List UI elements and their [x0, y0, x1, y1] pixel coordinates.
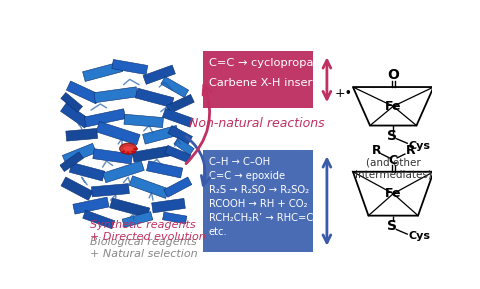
FancyBboxPatch shape — [164, 177, 192, 197]
Text: Synthetic reagents
+ Directed evolution: Synthetic reagents + Directed evolution — [90, 220, 205, 242]
Text: RCOOH → RH + CO₂: RCOOH → RH + CO₂ — [209, 199, 307, 209]
FancyBboxPatch shape — [62, 143, 96, 165]
Ellipse shape — [120, 143, 137, 154]
FancyBboxPatch shape — [146, 161, 183, 178]
Ellipse shape — [123, 146, 133, 152]
Text: Non-natural reactions: Non-natural reactions — [189, 117, 325, 130]
FancyBboxPatch shape — [93, 149, 132, 164]
Text: C–H → C–OH: C–H → C–OH — [209, 157, 270, 167]
FancyBboxPatch shape — [110, 198, 150, 218]
FancyBboxPatch shape — [132, 146, 171, 162]
FancyBboxPatch shape — [61, 92, 83, 112]
FancyBboxPatch shape — [165, 145, 191, 163]
FancyBboxPatch shape — [162, 108, 193, 127]
FancyBboxPatch shape — [135, 88, 174, 108]
FancyBboxPatch shape — [161, 77, 189, 97]
FancyBboxPatch shape — [91, 184, 129, 197]
FancyBboxPatch shape — [66, 128, 97, 141]
Text: Biological reagents
+ Natural selection: Biological reagents + Natural selection — [90, 237, 197, 259]
Text: R: R — [372, 144, 381, 158]
Text: RCH₂CH₂R’ → RHC=CHR’: RCH₂CH₂R’ → RHC=CHR’ — [209, 213, 330, 223]
FancyBboxPatch shape — [94, 87, 138, 103]
Text: Carbene X-H insertions: Carbene X-H insertions — [209, 78, 340, 88]
Bar — [203, 51, 313, 108]
FancyBboxPatch shape — [60, 152, 84, 171]
FancyBboxPatch shape — [129, 176, 169, 199]
Text: R₂S → R₂SO → R₂SO₂: R₂S → R₂SO → R₂SO₂ — [209, 185, 309, 195]
FancyBboxPatch shape — [166, 95, 194, 114]
FancyBboxPatch shape — [103, 161, 144, 183]
Text: (and other
intermediates): (and other intermediates) — [355, 158, 432, 179]
Text: O: O — [387, 68, 399, 82]
FancyBboxPatch shape — [60, 103, 90, 128]
Text: C=C → cyclopropanes: C=C → cyclopropanes — [209, 58, 333, 68]
FancyBboxPatch shape — [96, 122, 140, 145]
Text: C: C — [389, 154, 398, 167]
Text: Cys: Cys — [409, 140, 431, 151]
Text: Fe: Fe — [385, 100, 401, 113]
FancyBboxPatch shape — [61, 177, 93, 200]
FancyBboxPatch shape — [112, 60, 148, 75]
FancyBboxPatch shape — [124, 114, 164, 127]
Bar — [203, 150, 313, 252]
Bar — [60, 35, 196, 257]
FancyBboxPatch shape — [73, 197, 109, 214]
FancyBboxPatch shape — [163, 212, 187, 224]
Text: S: S — [387, 129, 396, 143]
FancyBboxPatch shape — [122, 212, 153, 227]
FancyBboxPatch shape — [174, 138, 194, 155]
FancyBboxPatch shape — [83, 62, 123, 81]
FancyBboxPatch shape — [66, 81, 100, 104]
FancyBboxPatch shape — [84, 109, 126, 127]
Text: S: S — [387, 219, 396, 234]
Text: Fe: Fe — [385, 187, 401, 200]
FancyBboxPatch shape — [83, 210, 115, 229]
Text: C=C → epoxide: C=C → epoxide — [209, 171, 285, 181]
Text: R: R — [406, 144, 415, 158]
FancyBboxPatch shape — [143, 125, 179, 144]
Text: etc.: etc. — [209, 227, 228, 237]
FancyBboxPatch shape — [152, 199, 185, 213]
FancyBboxPatch shape — [168, 126, 192, 144]
Text: +•: +• — [335, 87, 353, 100]
Text: Cys: Cys — [409, 231, 431, 241]
FancyBboxPatch shape — [143, 65, 175, 84]
FancyBboxPatch shape — [69, 162, 105, 181]
